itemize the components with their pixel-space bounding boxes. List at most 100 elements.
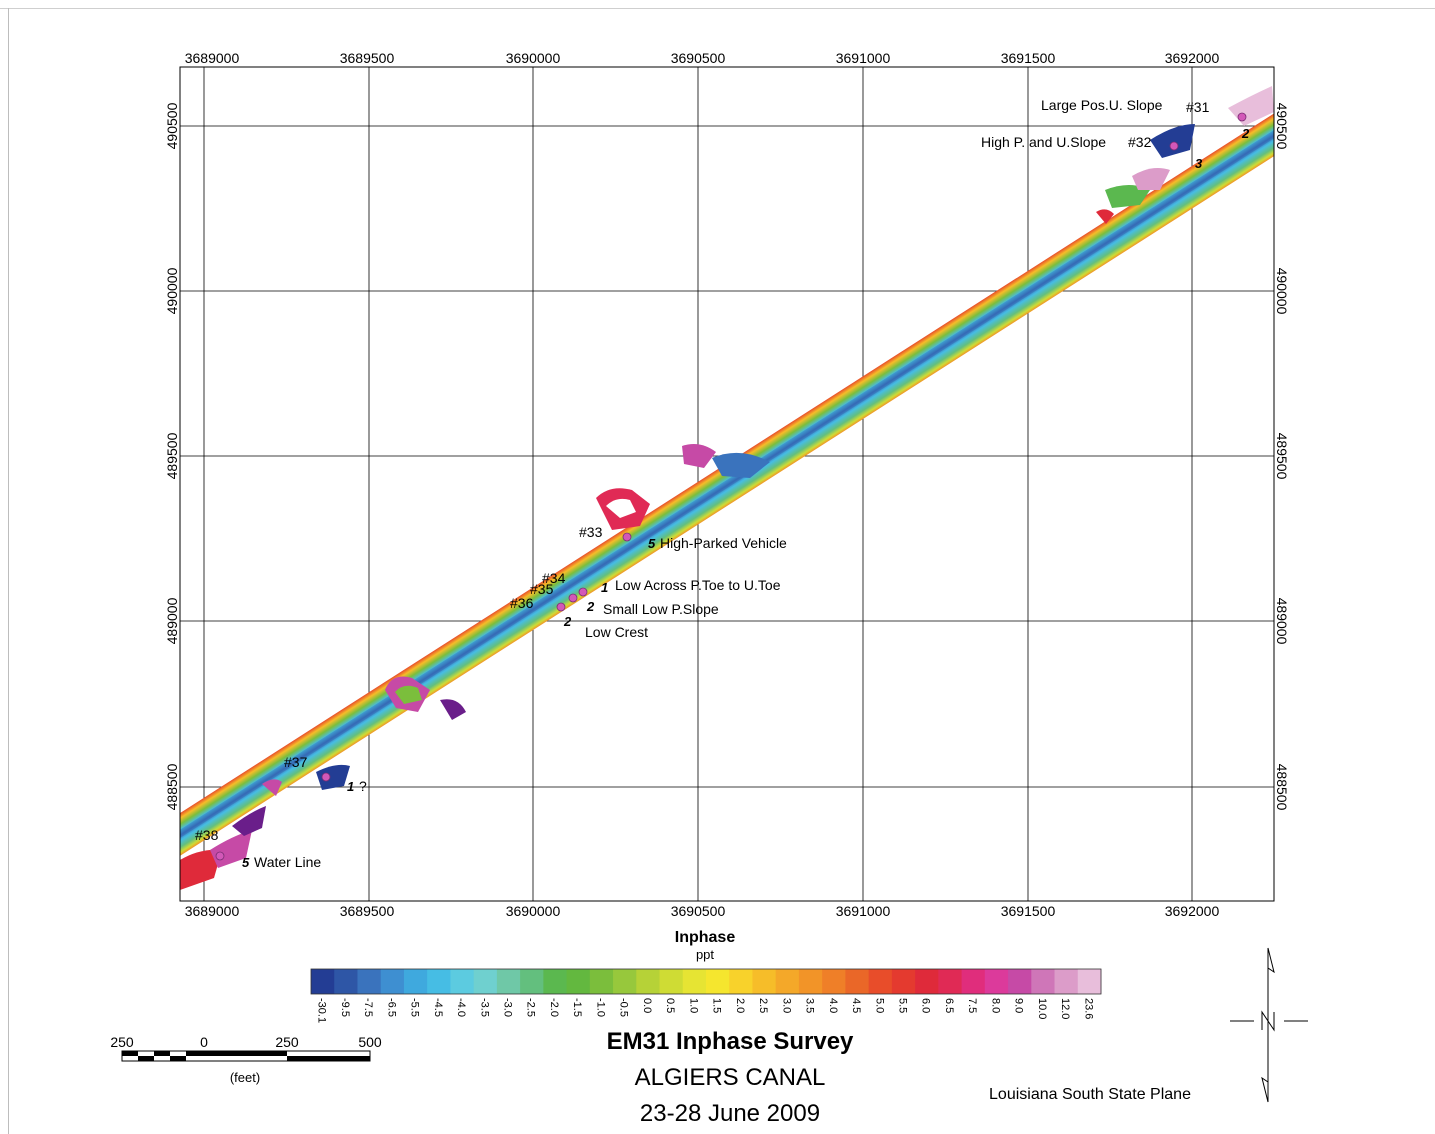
legend-swatch xyxy=(613,969,637,994)
page-frame-top xyxy=(0,8,1435,9)
legend-label: -3.0 xyxy=(502,998,514,1017)
scale-label: 0 xyxy=(200,1034,208,1050)
station-32: #32 xyxy=(1128,134,1152,150)
station-37: #37 xyxy=(284,754,308,770)
x-tick-label: 3692000 xyxy=(1165,50,1220,66)
scale-bar-seg xyxy=(204,1051,287,1056)
x-ticks-bottom: 3689000 3689500 3690000 3690500 3691000 … xyxy=(185,903,1220,919)
legend-swatch xyxy=(311,969,335,994)
legend-label: 3.0 xyxy=(780,998,792,1013)
track-core xyxy=(180,92,1274,875)
legend-swatch xyxy=(822,969,846,994)
station-34: #34 xyxy=(542,570,566,586)
x-tick-label: 3690000 xyxy=(506,50,561,66)
legend-label: 6.0 xyxy=(920,998,932,1013)
legend-swatch xyxy=(357,969,382,994)
y-tick-label: 489500 xyxy=(164,432,180,479)
annotation-question: ? xyxy=(359,778,367,794)
legend-swatch xyxy=(520,969,544,994)
legend-swatch xyxy=(450,969,475,994)
legend-label: -0.5 xyxy=(618,998,630,1017)
x-tick-label: 3689000 xyxy=(185,903,240,919)
north-arrow-icon xyxy=(1230,947,1308,1103)
marker-dot xyxy=(556,602,566,612)
annotation-low-across: Low Across P.Toe to U.Toe xyxy=(615,577,781,593)
anomaly-patch xyxy=(1150,124,1195,158)
anomaly-rank: 1 xyxy=(601,580,608,595)
x-tick-label: 3691500 xyxy=(1001,903,1056,919)
scale-bar xyxy=(121,1050,371,1062)
anomaly-patch xyxy=(316,764,350,790)
scale-bar-seg xyxy=(122,1051,138,1056)
anomaly-rank: 5 xyxy=(242,855,250,870)
legend-label: -7.5 xyxy=(362,998,374,1017)
legend-label: -2.0 xyxy=(548,998,560,1017)
anomaly-rank: 5 xyxy=(648,536,656,551)
legend-label: 2.5 xyxy=(757,998,769,1013)
legend-label: 23.6 xyxy=(1082,998,1094,1019)
legend-swatch xyxy=(334,969,358,994)
legend-swatch xyxy=(1054,969,1079,994)
legend-swatch xyxy=(845,969,870,994)
legend-colorbar-border xyxy=(310,968,1102,995)
legend-label: 10.0 xyxy=(1036,998,1048,1019)
annotation-small-low: Small Low P.Slope xyxy=(603,601,719,617)
legend-swatch xyxy=(496,969,521,994)
legend-label: 3.5 xyxy=(804,998,816,1013)
map-annotations: Large Pos.U. Slope High P. and U.Slope #… xyxy=(195,97,1250,870)
legend-swatch xyxy=(798,969,823,994)
anomaly-rank: 2 xyxy=(1241,126,1250,141)
legend-swatch xyxy=(752,969,777,994)
legend-swatch xyxy=(403,969,428,994)
x-tick-label: 3690500 xyxy=(671,50,726,66)
page-frame-left xyxy=(8,8,9,1134)
station-33: #33 xyxy=(579,524,603,540)
scale-bar-seg xyxy=(170,1056,186,1061)
annotation-large-pos: Large Pos.U. Slope xyxy=(1041,97,1163,113)
x-tick-label: 3690500 xyxy=(671,903,726,919)
loop-anomaly-hole xyxy=(606,498,636,518)
anomaly-rank: 3 xyxy=(1195,156,1203,171)
anomaly-patch xyxy=(232,806,266,836)
marker-dot xyxy=(1169,141,1179,151)
loop-anomaly xyxy=(682,444,716,468)
anomaly-rank: 2 xyxy=(586,599,595,614)
map-subtitle: ALGIERS CANAL xyxy=(634,1064,826,1091)
anomaly-patch xyxy=(1132,168,1170,190)
legend-label: 12.0 xyxy=(1059,998,1071,1019)
x-tick-label: 3689000 xyxy=(185,50,240,66)
x-tick-label: 3689500 xyxy=(340,903,395,919)
legend-label: 9.0 xyxy=(1013,998,1025,1013)
y-tick-label: 489500 xyxy=(1274,433,1290,480)
legend-label: 7.5 xyxy=(966,998,978,1013)
y-ticks-left: 490500 490000 489500 489000 488500 xyxy=(164,102,180,810)
marker-dot xyxy=(1237,112,1247,122)
station-31: #31 xyxy=(1186,99,1210,115)
annotation-high-parked: High-Parked Vehicle xyxy=(660,535,787,551)
legend-swatch xyxy=(961,969,986,994)
legend-swatch xyxy=(427,969,451,994)
map-title: EM31 Inphase Survey xyxy=(606,1028,854,1055)
legend-label: 0.0 xyxy=(641,998,653,1013)
anomaly-patch xyxy=(262,779,282,796)
legend-swatch xyxy=(1031,969,1056,994)
legend-label: 2.0 xyxy=(734,998,746,1013)
legend-label: -30.1 xyxy=(316,998,328,1023)
legend-label: -1.0 xyxy=(594,998,606,1017)
legend-swatch xyxy=(659,969,684,994)
legend-swatch xyxy=(938,969,963,994)
legend-swatch xyxy=(915,969,939,994)
legend-swatch xyxy=(1008,969,1032,994)
scale-label: 500 xyxy=(358,1034,382,1050)
loop-anomaly xyxy=(712,452,770,478)
y-tick-label: 488500 xyxy=(164,763,180,810)
legend-swatch xyxy=(868,969,893,994)
scale-label: 250 xyxy=(110,1034,134,1050)
loop-anomaly xyxy=(440,699,466,720)
y-tick-label: 490500 xyxy=(164,102,180,149)
legend-label: 4.5 xyxy=(850,998,862,1013)
map-date: 23-28 June 2009 xyxy=(639,1100,821,1127)
legend-swatch xyxy=(984,969,1009,994)
anomaly-rank: 2 xyxy=(563,614,572,629)
scale-unit: (feet) xyxy=(229,1070,261,1085)
